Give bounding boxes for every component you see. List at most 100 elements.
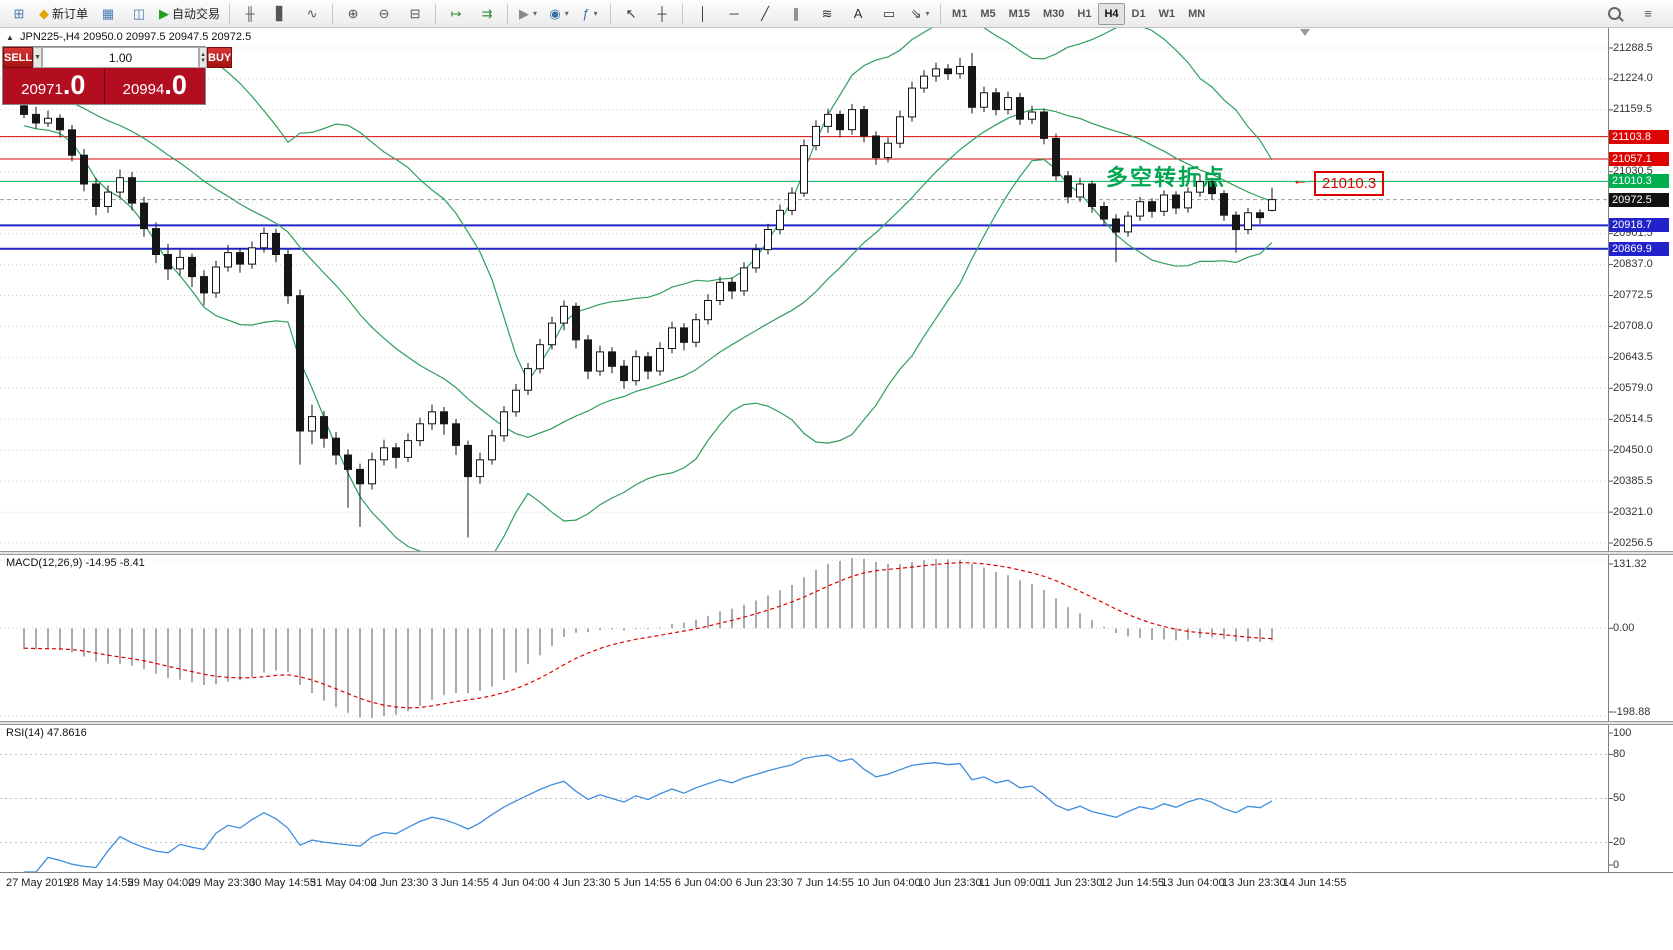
candle-body (236, 252, 244, 265)
candle-body (1196, 181, 1204, 193)
candle-body (632, 356, 640, 382)
pane-separator-macd-rsi[interactable] (0, 721, 1673, 725)
candle-body (200, 276, 208, 294)
timeframe-w1-button[interactable]: W1 (1158, 7, 1176, 20)
candle-body (1220, 193, 1228, 216)
candle-body (992, 92, 1000, 111)
macd-signal-line (23, 561, 1273, 709)
candle-body (884, 142, 892, 159)
data-window-button[interactable]: ◫ (124, 2, 154, 26)
search-icon (1607, 7, 1621, 20)
candle-body (836, 113, 844, 131)
volume-dropdown-icon[interactable]: ▼ (33, 47, 43, 68)
macd-pane[interactable] (0, 558, 1608, 718)
channel-button[interactable]: ∥ (781, 2, 811, 26)
new-order-button-button[interactable]: ◆ 新订单 (35, 2, 92, 26)
chart-shift-button[interactable]: ⇉ (472, 2, 502, 26)
timeframe-m30-button[interactable]: M30 (1043, 7, 1065, 20)
quick-nav-button[interactable]: ≡ (1633, 2, 1663, 26)
sell-price[interactable]: 20971.0 (3, 68, 104, 104)
candlestick-chart-button[interactable]: ▋ (266, 2, 296, 26)
candle-body (620, 365, 628, 382)
text-button[interactable]: A (843, 2, 873, 26)
candle-body (728, 281, 736, 292)
zoom-out-icon: ⊖ (378, 6, 390, 21)
timeframe-mn-button[interactable]: MN (1188, 7, 1206, 20)
timeframe-m5-button[interactable]: M5 (980, 7, 996, 20)
zoom-out-button[interactable]: ⊖ (369, 2, 399, 26)
rsi-axis-label: 80 (1613, 747, 1626, 760)
collapse-triangle-icon[interactable]: ▲ (6, 33, 14, 42)
data-window-icon: ◫ (132, 6, 146, 21)
main-pane[interactable] (0, 16, 1608, 566)
candle-body (56, 117, 64, 131)
sell-button[interactable]: SELL (3, 47, 34, 68)
label-icon: ▭ (882, 6, 896, 21)
chart-shift-marker-icon[interactable] (1300, 29, 1310, 36)
rsi-pane[interactable] (0, 753, 1608, 872)
price-axis-label: 20837.0 (1613, 258, 1653, 271)
label-button[interactable]: ▭ (874, 2, 904, 26)
cursor-button[interactable]: ↖ (616, 2, 646, 26)
indicators-button[interactable]: ƒ ▾ (575, 2, 605, 26)
expert-advisors-button[interactable]: ▶ ▾ (513, 2, 543, 26)
line-chart-button[interactable]: ∿ (297, 2, 327, 26)
timeframe-d1-button[interactable]: D1 (1131, 7, 1146, 20)
zoom-in-button[interactable]: ⊕ (338, 2, 368, 26)
vertical-line-button[interactable]: │ (688, 2, 718, 26)
price-axis-label: 20321.0 (1613, 505, 1653, 518)
candle-body (1064, 175, 1072, 198)
new-chart-button[interactable]: ⊞ (4, 2, 34, 26)
candle-body (548, 322, 556, 346)
timeframe-h4-button[interactable]: H4 (1098, 2, 1125, 25)
search-button[interactable] (1599, 2, 1629, 26)
arrows-button[interactable]: ⇘ ▾ (905, 2, 935, 26)
fibonacci-button[interactable]: ≋ (812, 2, 842, 26)
timeframe-m15-button[interactable]: M15 (1008, 7, 1030, 20)
candle-body (20, 105, 28, 115)
auto-scroll-button[interactable]: ↦ (441, 2, 471, 26)
candle-body (1172, 194, 1180, 209)
candle-body (224, 252, 232, 268)
pane-separator-main-macd[interactable] (0, 551, 1673, 555)
candle-body (1136, 201, 1144, 217)
time-axis[interactable]: 27 May 2019 28 May 14:55 29 May 04:00 29 Ma… (0, 872, 1673, 893)
buy-price-main: 20994 (122, 81, 165, 98)
bar-chart-button[interactable]: ╫ (235, 2, 265, 26)
time-axis-label: 30 May 14:55 (249, 877, 316, 889)
order-panel-prices: 20971.0 20994.0 (3, 68, 205, 104)
candle-body (704, 300, 712, 321)
turning-point-annotation[interactable]: 多空转折点 (1106, 165, 1227, 190)
autotrading-button-button[interactable]: ▶ 自动交易 (155, 2, 224, 26)
time-axis-label: 13 Jun 23:30 (1222, 877, 1286, 889)
buy-button[interactable]: BUY (207, 47, 233, 68)
candle-body (872, 135, 880, 159)
autotrading-button: ▶ (159, 6, 170, 21)
candle-body (104, 191, 112, 208)
market-watch-button[interactable]: ▦ (93, 2, 123, 26)
candle-body (116, 177, 124, 193)
crosshair-button[interactable]: ┼ (647, 2, 677, 26)
price-axis-label: 20708.0 (1613, 319, 1653, 332)
price-axis-label: 21288.5 (1613, 41, 1653, 54)
price-callout-box[interactable]: 21010.3 (1314, 171, 1385, 196)
indicators-icon: ƒ (582, 6, 590, 21)
timeframe-m1-button[interactable]: M1 (952, 7, 968, 20)
timeframe-h1-button[interactable]: H1 (1077, 7, 1092, 20)
candle-body (128, 177, 136, 204)
buy-price[interactable]: 20994.0 (104, 68, 205, 104)
candle-body (92, 183, 100, 207)
volume-stepper[interactable]: ▲ ▼ (199, 47, 208, 68)
trendline-button[interactable]: ╱ (750, 2, 780, 26)
rsi-axis-label: 50 (1613, 792, 1626, 804)
candle-body (1160, 194, 1168, 212)
volume-input[interactable] (42, 47, 200, 68)
one-click-trading-panel: SELL ▼ ▲▼ BUY 20971.0 20994.0 (2, 46, 233, 105)
macd-label: MACD(12,26,9) -14.95 -8.41 (6, 557, 145, 569)
time-axis-label: 4 Jun 23:30 (553, 877, 611, 889)
candle-body (920, 75, 928, 89)
period-button[interactable]: ◉ ▾ (544, 2, 574, 26)
tile-windows-button[interactable]: ⊟ (400, 2, 430, 26)
horizontal-line-button[interactable]: ─ (719, 2, 749, 26)
